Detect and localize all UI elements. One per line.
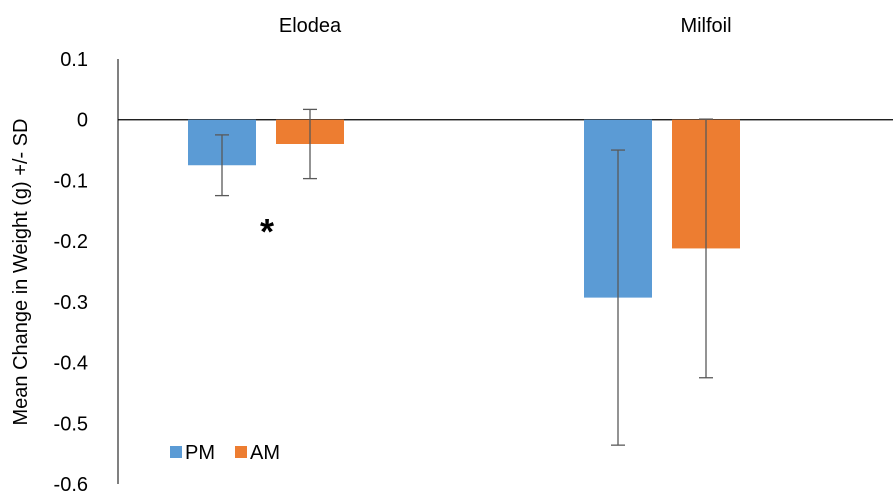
- y-tick-label: 0: [77, 110, 88, 132]
- legend: PM AM: [170, 442, 280, 464]
- bars: [188, 119, 740, 298]
- error-bars: [215, 108, 713, 446]
- y-axis-label: Mean Change in Weight (g) +/- SD: [10, 118, 32, 425]
- category-labels: Elodea Milfoil: [279, 15, 732, 37]
- legend-swatch: [170, 446, 182, 458]
- y-tick-label: -0.1: [54, 170, 88, 192]
- error-bar: [303, 108, 317, 180]
- y-tick-label: -0.3: [54, 292, 88, 314]
- y-tick-label: -0.2: [54, 231, 88, 253]
- error-bar: [215, 134, 229, 197]
- y-tick-label: -0.4: [54, 353, 88, 375]
- y-tick-label: -0.5: [54, 413, 88, 435]
- y-tick-label: -0.6: [54, 474, 88, 493]
- category-label: Milfoil: [680, 15, 731, 37]
- y-tick-label: 0.1: [60, 49, 88, 71]
- legend-label: PM: [185, 442, 215, 464]
- legend-label: AM: [250, 442, 280, 464]
- legend-item-am: AM: [235, 442, 280, 464]
- category-label: Elodea: [279, 15, 342, 37]
- legend-item-pm: PM: [170, 442, 215, 464]
- y-tick-labels: 0.1 0 -0.1 -0.2 -0.3 -0.4 -0.5 -0.6: [54, 49, 88, 493]
- significance-asterisk: *: [260, 211, 274, 252]
- error-bar: [699, 118, 713, 379]
- legend-swatch: [235, 446, 247, 458]
- error-bar: [611, 149, 625, 446]
